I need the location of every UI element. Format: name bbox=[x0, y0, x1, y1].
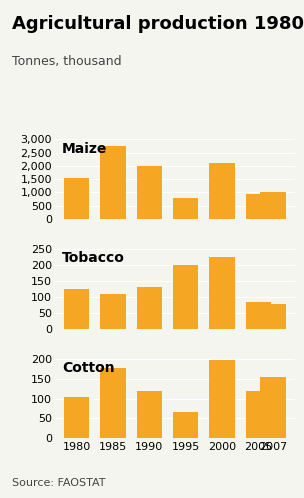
Text: Agricultural production 1980-2007: Agricultural production 1980-2007 bbox=[12, 15, 304, 33]
Bar bbox=[246, 302, 271, 329]
Bar bbox=[173, 265, 199, 329]
Bar bbox=[136, 166, 162, 219]
Text: Tonnes, thousand: Tonnes, thousand bbox=[12, 55, 122, 68]
Text: Maize: Maize bbox=[62, 142, 107, 156]
Bar bbox=[260, 304, 286, 329]
Bar bbox=[246, 390, 271, 438]
Bar bbox=[209, 163, 235, 219]
Bar bbox=[64, 178, 89, 219]
Bar bbox=[209, 257, 235, 329]
Text: Source: FAOSTAT: Source: FAOSTAT bbox=[12, 478, 106, 488]
Bar bbox=[64, 289, 89, 329]
Text: Tobacco: Tobacco bbox=[62, 251, 125, 265]
Text: Cotton: Cotton bbox=[62, 361, 115, 375]
Bar bbox=[64, 397, 89, 438]
Bar bbox=[100, 368, 126, 438]
Bar bbox=[136, 391, 162, 438]
Bar bbox=[100, 294, 126, 329]
Bar bbox=[260, 376, 286, 438]
Bar bbox=[173, 198, 199, 219]
Bar bbox=[209, 360, 235, 438]
Bar bbox=[173, 412, 199, 438]
Bar bbox=[100, 146, 126, 219]
Bar bbox=[260, 192, 286, 219]
Bar bbox=[246, 194, 271, 219]
Bar bbox=[136, 287, 162, 329]
